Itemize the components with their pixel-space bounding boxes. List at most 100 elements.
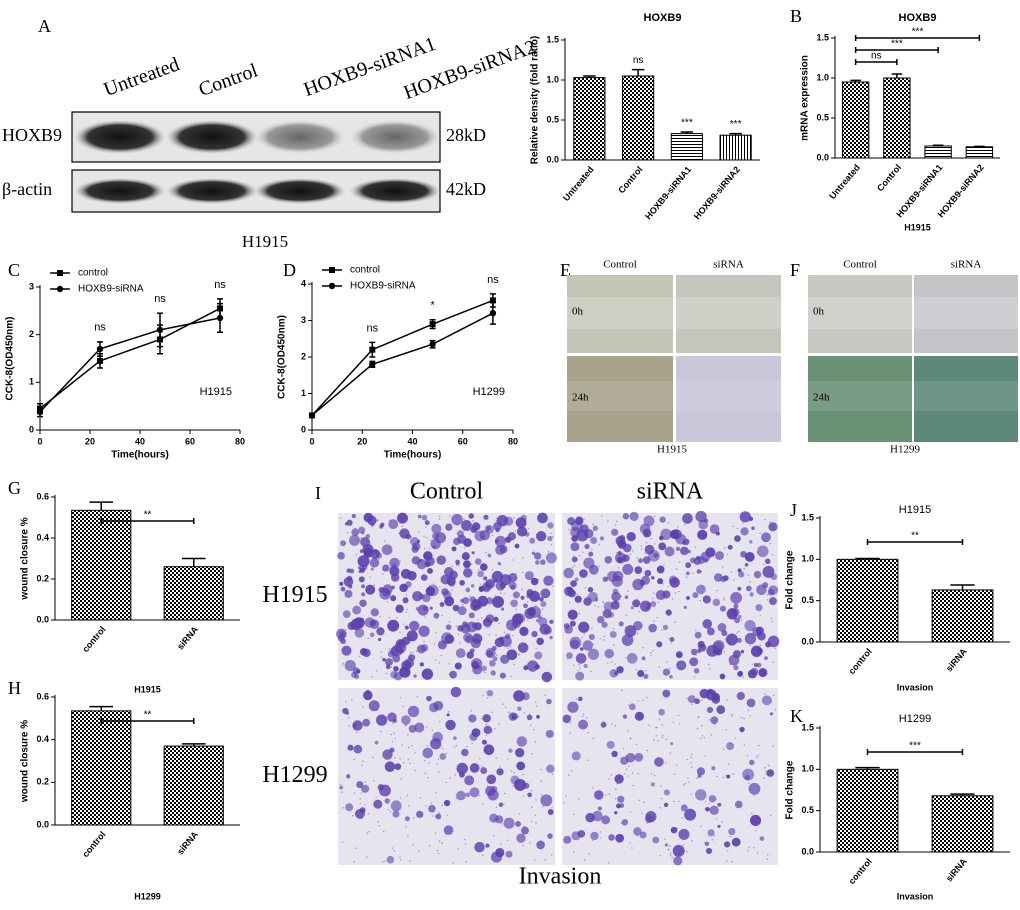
pore <box>657 739 659 742</box>
cell-stain <box>689 657 699 667</box>
pore <box>641 812 643 815</box>
cell-stain <box>706 627 715 636</box>
pore <box>598 565 600 567</box>
pore <box>501 822 503 825</box>
pore <box>354 528 356 530</box>
x-tick-label: 60 <box>458 436 468 446</box>
pore <box>704 755 707 757</box>
wound-row-label: 24h <box>813 392 830 404</box>
pore <box>578 612 581 615</box>
cell-stain <box>709 805 719 815</box>
cell-stain <box>587 648 600 660</box>
pore <box>742 521 744 524</box>
pore <box>491 711 493 713</box>
cell-stain <box>417 514 422 519</box>
cell-stain <box>539 623 551 635</box>
pore <box>749 714 751 717</box>
cell-stain <box>469 763 480 773</box>
pore <box>391 740 394 743</box>
cell-stain <box>399 528 410 539</box>
cell-stain <box>758 668 767 677</box>
pore <box>752 699 755 702</box>
cell-stain <box>526 714 533 721</box>
cell-stain <box>351 528 360 537</box>
cell-stain <box>429 606 433 610</box>
cell-stain <box>441 588 449 596</box>
pore <box>730 644 732 646</box>
x-tick-label: 20 <box>85 436 95 446</box>
cell-stain <box>695 510 707 523</box>
pore <box>367 637 369 640</box>
pore <box>405 724 407 727</box>
cell-stain <box>517 706 522 711</box>
cell-stain <box>549 636 553 640</box>
pore <box>424 616 427 618</box>
y-axis-label: Fold change <box>785 760 796 819</box>
cell-stain <box>513 690 525 702</box>
pore <box>411 745 413 747</box>
pore <box>530 820 533 823</box>
marker <box>308 412 316 419</box>
cell-stain <box>571 556 578 563</box>
cell-stain <box>398 648 404 654</box>
pore <box>403 643 406 646</box>
blot-row-label: HOXB9 <box>2 125 62 145</box>
cell-stain <box>702 619 713 629</box>
pore <box>455 797 458 799</box>
cell-stain <box>744 620 756 632</box>
pore <box>379 615 381 618</box>
pore <box>573 565 576 567</box>
pore <box>455 625 458 627</box>
y-tick-label: 1.5 <box>801 722 814 732</box>
pore <box>363 556 366 559</box>
pore <box>470 563 473 565</box>
pore <box>699 599 701 602</box>
pore <box>673 800 675 803</box>
cell-stain <box>339 785 344 790</box>
pore <box>486 785 489 787</box>
pore <box>736 527 739 530</box>
cell-stain <box>352 667 360 675</box>
pore <box>766 858 769 861</box>
pore <box>486 626 488 629</box>
pore <box>399 757 401 760</box>
pore <box>412 637 415 640</box>
cell-stain <box>351 514 356 519</box>
cell-stain <box>684 808 697 821</box>
cell-stain <box>370 523 375 527</box>
cell-stain <box>483 725 492 735</box>
cell-stain <box>472 664 483 675</box>
cell-stain <box>356 781 364 789</box>
pore <box>388 665 391 668</box>
pore <box>484 748 486 750</box>
cell-stain <box>761 532 771 543</box>
pore <box>568 528 570 531</box>
pore <box>425 805 427 807</box>
pore <box>747 782 750 785</box>
error-bar <box>89 705 114 711</box>
pore <box>733 828 735 831</box>
cell-stain <box>345 803 354 812</box>
pore <box>686 697 688 700</box>
pore <box>447 633 449 636</box>
pore <box>489 660 492 662</box>
panel-label: B <box>790 6 802 26</box>
point-label: ns <box>94 322 106 334</box>
pore <box>644 669 647 672</box>
pore <box>642 607 645 610</box>
pore <box>428 585 431 587</box>
pore <box>572 664 575 667</box>
cell-stain <box>578 696 583 702</box>
x-tick-label: Control <box>616 164 644 195</box>
pore <box>394 756 396 759</box>
cell-stain <box>382 749 393 760</box>
blot-band <box>166 120 258 154</box>
pore <box>598 543 600 546</box>
cell-stain <box>389 557 400 569</box>
cell-stain <box>662 624 669 630</box>
pore <box>436 849 439 852</box>
pore <box>749 644 751 647</box>
cell-stain <box>408 724 417 733</box>
wound-image <box>808 275 912 353</box>
pore <box>368 542 371 544</box>
